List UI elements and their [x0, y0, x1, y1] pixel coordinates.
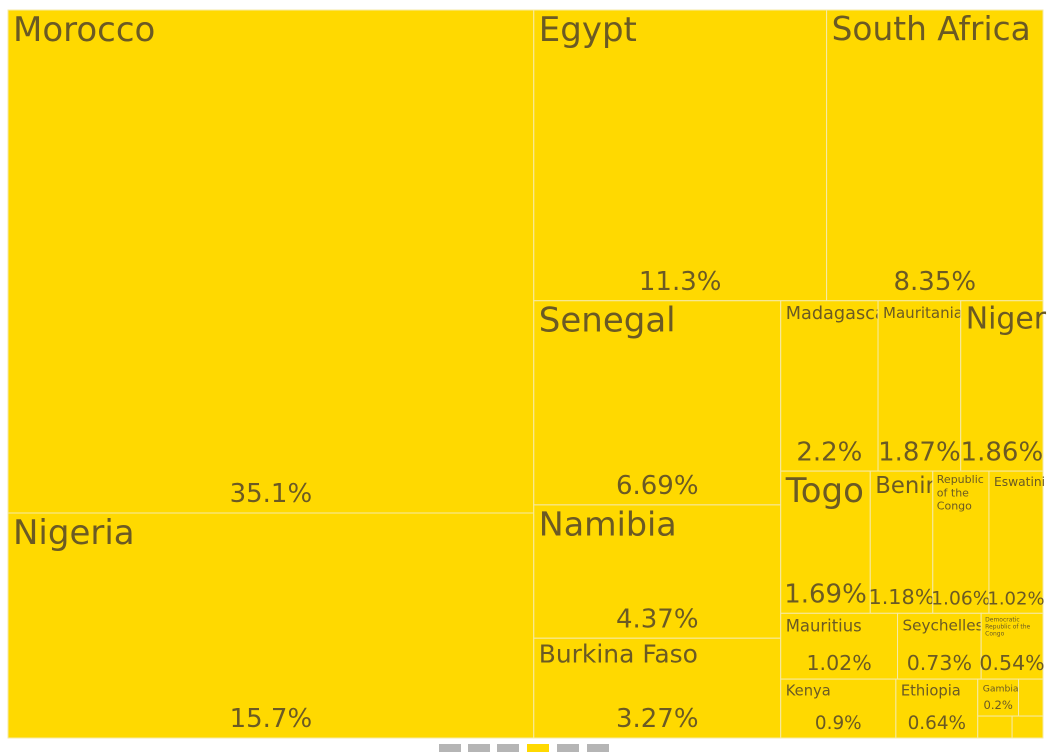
value-label: 0.73%: [907, 651, 972, 675]
value-label: 0.2%: [983, 698, 1012, 712]
toolbar-button[interactable]: [439, 744, 461, 752]
toolbar: [439, 744, 609, 752]
tile: [960, 300, 1044, 472]
tile-label: Nigeria: [13, 513, 135, 553]
tile: [533, 9, 828, 302]
value-label: 0.54%: [979, 651, 1044, 675]
tile: [1011, 715, 1044, 739]
tile: [988, 470, 1044, 614]
tile: [780, 300, 879, 472]
tile: [977, 715, 1013, 739]
tile: [780, 678, 897, 739]
tile-label: Mauritius: [786, 616, 862, 635]
tile-label: Madagascar: [786, 304, 894, 324]
toolbar-button[interactable]: [557, 744, 579, 752]
toolbar-button[interactable]: [497, 744, 519, 752]
value-label: 3.27%: [616, 704, 699, 734]
value-label: 1.02%: [987, 588, 1044, 609]
value-label: 1.02%: [806, 651, 871, 675]
toolbar-button[interactable]: [468, 744, 490, 752]
tile-label: Mauritania: [883, 304, 963, 322]
tile: [977, 678, 1020, 717]
tile-label: Togo: [785, 471, 864, 511]
tile: [877, 300, 962, 472]
tile-label: Senegal: [539, 301, 676, 341]
value-label: 6.69%: [616, 471, 699, 501]
tile-label: Democratic Republic of the Congo: [985, 616, 1030, 637]
value-label: 1.86%: [961, 437, 1044, 467]
tile: [980, 612, 1044, 680]
tile-label: Eswatini: [994, 475, 1045, 489]
tile: [1018, 678, 1044, 717]
value-label: 1.18%: [868, 585, 934, 609]
tile-label: Seychelles: [903, 617, 984, 635]
value-label: 0.64%: [908, 713, 966, 734]
value-label: 15.7%: [230, 704, 313, 734]
tile-label: Burkina Faso: [539, 640, 698, 669]
tile: [780, 612, 899, 680]
tile: [7, 512, 535, 739]
tiles: Morocco 35.1% Nigeria 15.7% Egypt 11.3% South …: [7, 9, 1047, 739]
value-label: 2.2%: [796, 437, 862, 467]
tile-label: Kenya: [786, 683, 831, 700]
value-label: 8.35%: [894, 267, 977, 297]
tile-label: Morocco: [13, 10, 155, 50]
tile: [533, 300, 782, 506]
tile-label: Ethiopia: [901, 683, 961, 700]
tile-label: Namibia: [539, 505, 677, 544]
tile: [897, 612, 982, 680]
tile: [895, 678, 979, 739]
toolbar-button[interactable]: [587, 744, 609, 752]
tile: [869, 470, 934, 614]
value-label: 1.06%: [931, 589, 990, 610]
tile-label: Egypt: [539, 10, 637, 50]
tile: [533, 504, 782, 639]
value-label: 11.3%: [639, 267, 722, 297]
tile: [533, 637, 782, 739]
tile-label: Benin: [875, 473, 940, 499]
tile-label: Republic of the Congo: [937, 473, 984, 512]
value-label: 1.69%: [784, 580, 867, 610]
tile: [7, 9, 535, 514]
value-label: 4.37%: [616, 604, 699, 634]
tile: [826, 9, 1044, 302]
tile-label: Niger: [966, 301, 1047, 336]
toolbar-button[interactable]: [527, 744, 549, 752]
tile: [780, 470, 871, 614]
tile-label: South Africa: [832, 10, 1031, 48]
value-label: 0.9%: [815, 713, 862, 734]
value-label: 1.87%: [878, 437, 961, 467]
tile-label: Gambia: [983, 684, 1019, 695]
value-label: 35.1%: [230, 479, 313, 509]
